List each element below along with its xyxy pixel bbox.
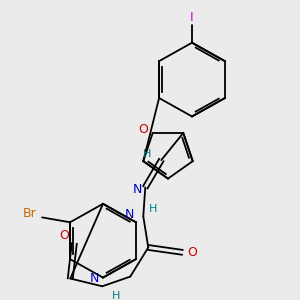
Text: H: H	[143, 149, 152, 159]
Text: H: H	[112, 291, 121, 300]
Text: N: N	[133, 183, 142, 196]
Text: Br: Br	[23, 207, 37, 220]
Text: O: O	[138, 123, 148, 136]
Text: I: I	[190, 11, 194, 24]
Text: H: H	[149, 204, 158, 214]
Text: O: O	[59, 229, 69, 242]
Text: N: N	[124, 208, 134, 221]
Text: O: O	[187, 246, 197, 259]
Text: N: N	[90, 272, 99, 285]
